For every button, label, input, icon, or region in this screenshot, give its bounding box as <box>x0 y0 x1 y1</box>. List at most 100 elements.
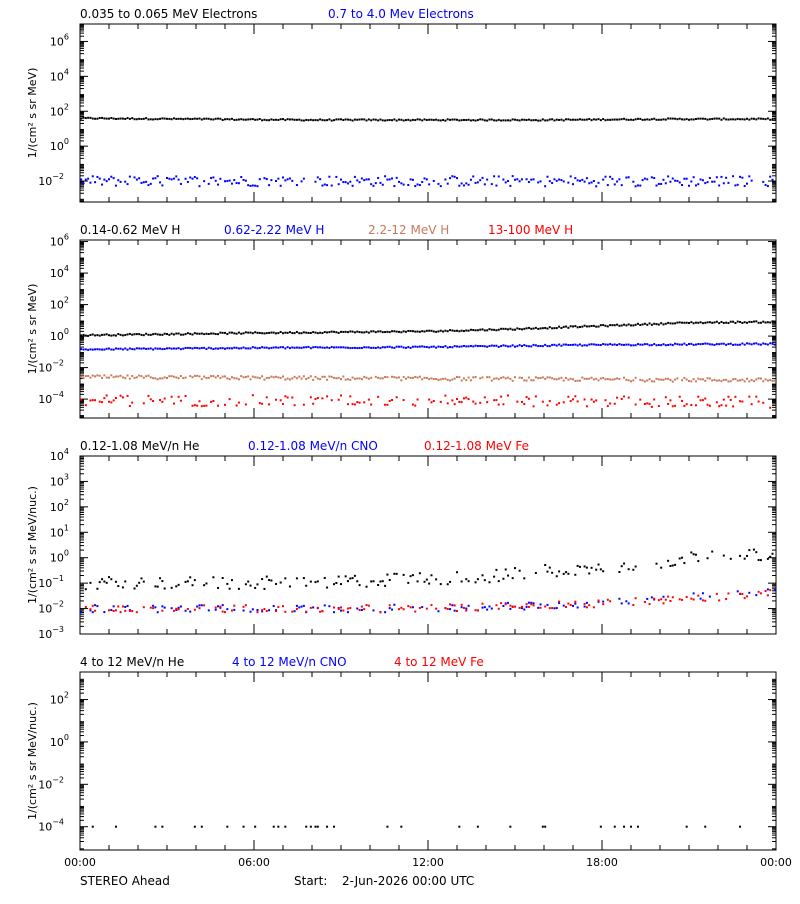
data-point <box>766 379 769 382</box>
data-point <box>221 347 224 350</box>
data-point <box>685 118 688 121</box>
data-point <box>752 117 755 120</box>
data-point <box>300 180 303 183</box>
data-point <box>212 332 215 335</box>
data-point <box>523 577 526 580</box>
data-point <box>98 374 101 377</box>
data-point <box>207 376 210 379</box>
data-point <box>421 180 424 183</box>
data-point <box>667 321 670 324</box>
data-point <box>746 182 748 185</box>
data-point <box>288 177 291 180</box>
data-point <box>374 182 377 185</box>
data-point <box>551 571 554 574</box>
data-point <box>94 348 97 351</box>
data-point <box>560 376 563 379</box>
data-point <box>769 342 772 345</box>
data-point <box>309 347 312 350</box>
data-point <box>532 119 535 122</box>
data-point <box>662 178 665 181</box>
data-point <box>655 184 658 187</box>
data-point <box>409 346 412 349</box>
data-point <box>609 175 612 178</box>
data-point <box>511 328 514 331</box>
y-tick-label: 10−2 <box>38 775 64 791</box>
data-point <box>365 330 368 333</box>
data-point <box>527 118 530 121</box>
data-point <box>597 379 600 382</box>
data-point <box>648 603 651 606</box>
data-point <box>694 380 697 383</box>
data-point <box>379 181 382 184</box>
data-point <box>495 344 498 347</box>
data-point <box>548 566 551 569</box>
data-point <box>360 331 363 334</box>
series-legend-label: 0.62-2.22 MeV H <box>224 223 324 237</box>
data-point <box>98 116 101 119</box>
data-point <box>569 175 572 178</box>
data-point <box>490 118 493 121</box>
data-point <box>409 606 412 609</box>
data-point <box>694 553 697 556</box>
data-point <box>606 405 609 408</box>
data-point <box>525 603 528 606</box>
data-point <box>89 399 92 402</box>
data-point <box>316 377 319 380</box>
data-point <box>326 395 329 398</box>
data-point <box>739 320 742 323</box>
data-point <box>226 180 229 183</box>
data-point <box>602 343 605 346</box>
data-point <box>562 604 565 607</box>
data-point <box>117 179 120 182</box>
data-point <box>353 175 356 178</box>
data-point <box>425 119 428 122</box>
data-point <box>653 322 656 325</box>
data-point <box>84 117 87 120</box>
data-point <box>356 580 359 583</box>
data-point <box>154 332 157 335</box>
data-point <box>152 348 155 351</box>
data-point <box>84 375 87 378</box>
data-point <box>416 330 419 333</box>
data-point <box>91 399 94 402</box>
data-point <box>530 601 533 604</box>
data-point <box>650 405 653 408</box>
data-point <box>655 344 658 347</box>
data-point <box>541 327 544 330</box>
data-point <box>418 118 421 121</box>
data-point <box>226 333 229 336</box>
data-point <box>302 604 305 607</box>
data-point <box>128 175 131 178</box>
data-point <box>80 117 83 120</box>
data-point <box>493 399 496 402</box>
data-point <box>602 603 605 606</box>
data-point <box>743 321 746 324</box>
data-point <box>126 348 129 351</box>
data-point <box>152 177 155 180</box>
series-legend-label: 4 to 12 MeV Fe <box>394 655 484 669</box>
data-point <box>191 584 194 587</box>
data-point <box>319 178 322 181</box>
data-point <box>249 378 252 381</box>
data-point <box>360 347 363 350</box>
data-point <box>121 348 124 351</box>
data-point <box>648 378 651 381</box>
data-point <box>481 176 484 179</box>
data-point <box>755 594 758 597</box>
data-point <box>530 379 533 382</box>
data-point <box>416 376 419 379</box>
data-point <box>507 180 510 183</box>
data-point <box>618 178 621 181</box>
data-point <box>706 118 709 121</box>
data-point <box>618 118 621 121</box>
data-point <box>254 118 257 121</box>
data-point <box>732 118 735 121</box>
data-point <box>101 116 104 119</box>
data-point <box>89 348 92 351</box>
data-point <box>558 602 561 605</box>
data-point <box>509 327 512 330</box>
data-point <box>386 119 389 122</box>
data-point <box>567 344 570 347</box>
data-point <box>295 604 298 607</box>
data-point <box>279 346 282 349</box>
